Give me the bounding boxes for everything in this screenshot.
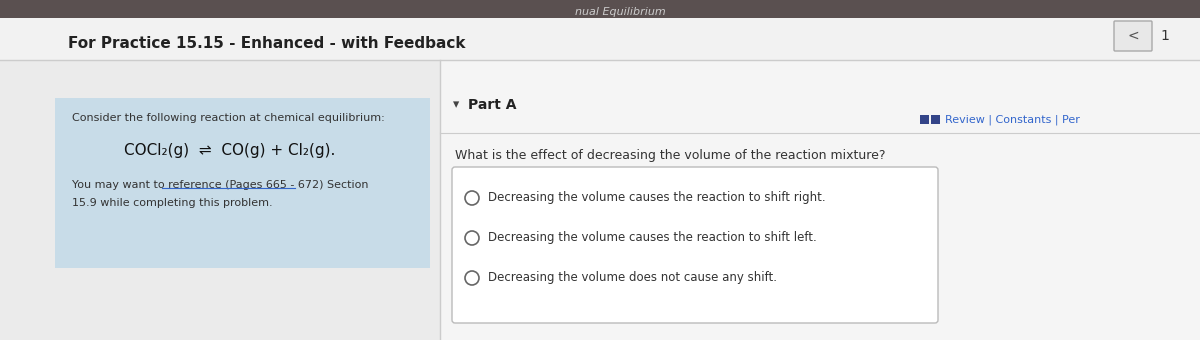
Bar bbox=[931, 115, 940, 124]
FancyBboxPatch shape bbox=[55, 98, 430, 268]
Text: <: < bbox=[1127, 29, 1139, 43]
FancyBboxPatch shape bbox=[0, 18, 1200, 340]
Text: nual Equilibrium: nual Equilibrium bbox=[575, 7, 665, 17]
Text: ▾: ▾ bbox=[454, 99, 460, 112]
Text: What is the effect of decreasing the volume of the reaction mixture?: What is the effect of decreasing the vol… bbox=[455, 149, 886, 162]
Text: 1: 1 bbox=[1160, 29, 1170, 43]
Bar bbox=[920, 115, 929, 124]
Text: 15.9 while completing this problem.: 15.9 while completing this problem. bbox=[72, 198, 272, 208]
Text: You may want to reference (Pages 665 - 672) Section: You may want to reference (Pages 665 - 6… bbox=[72, 180, 368, 190]
FancyBboxPatch shape bbox=[0, 18, 1200, 60]
Circle shape bbox=[466, 231, 479, 245]
FancyBboxPatch shape bbox=[1114, 21, 1152, 51]
Text: Review | Constants | Per: Review | Constants | Per bbox=[946, 115, 1080, 125]
Circle shape bbox=[466, 191, 479, 205]
Text: Decreasing the volume causes the reaction to shift left.: Decreasing the volume causes the reactio… bbox=[488, 232, 817, 244]
Text: COCl₂(g)  ⇌  CO(g) + Cl₂(g).: COCl₂(g) ⇌ CO(g) + Cl₂(g). bbox=[125, 142, 336, 157]
Text: For Practice 15.15 - Enhanced - with Feedback: For Practice 15.15 - Enhanced - with Fee… bbox=[68, 36, 466, 51]
Text: Decreasing the volume causes the reaction to shift right.: Decreasing the volume causes the reactio… bbox=[488, 191, 826, 204]
FancyBboxPatch shape bbox=[440, 60, 1200, 340]
Text: Consider the following reaction at chemical equilibrium:: Consider the following reaction at chemi… bbox=[72, 113, 385, 123]
Text: Decreasing the volume does not cause any shift.: Decreasing the volume does not cause any… bbox=[488, 272, 778, 285]
Text: Part A: Part A bbox=[468, 98, 516, 112]
FancyBboxPatch shape bbox=[0, 0, 1200, 18]
FancyBboxPatch shape bbox=[452, 167, 938, 323]
Circle shape bbox=[466, 271, 479, 285]
